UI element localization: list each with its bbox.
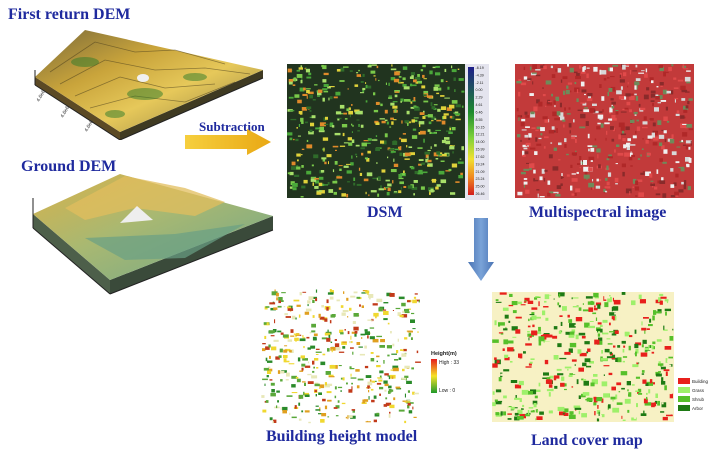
- land-cover-legend-swatch: [678, 387, 690, 393]
- dsm-colorbar-tick: 14.00: [476, 140, 485, 144]
- dsm-colorbar-tick: 4.61: [476, 103, 483, 107]
- land-cover-legend-label: Grass: [692, 388, 705, 393]
- dsm-colorbar-tick: 26.46: [476, 192, 485, 196]
- land-cover-legend-swatch: [678, 396, 690, 402]
- height-legend-title: Height(m): [431, 351, 457, 357]
- dsm-colorbar-tick: 15.99: [476, 148, 485, 152]
- land-cover-legend-label: Building: [692, 379, 709, 384]
- svg-text:4.6e6: 4.6e6: [36, 89, 48, 103]
- land-cover-map-image: Building Grass Shrub Arbor: [492, 292, 710, 424]
- land-cover-legend-label: Shrub: [692, 397, 705, 402]
- dsm-colorbar-tick: 2.29: [476, 96, 483, 100]
- multispectral-title: Multispectral image: [529, 204, 667, 221]
- dsm-colorbar-tick: 0.00: [476, 88, 483, 92]
- svg-text:4.6e6: 4.6e6: [60, 105, 72, 119]
- down-arrow: [468, 218, 494, 281]
- dsm-colorbar-tick: 6.46: [476, 111, 483, 115]
- building-height-model-title: Building height model: [266, 428, 418, 445]
- height-legend-ramp: [431, 359, 437, 393]
- building-height-model-image: Height(m) High : 33 Low : 0: [261, 289, 466, 424]
- svg-text:4.6e6: 4.6e6: [84, 119, 96, 133]
- first-return-dem-surface: 4.6e6 4.6e6 4.6e6: [34, 30, 264, 140]
- land-cover-legend-swatch: [678, 378, 690, 384]
- dsm-colorbar-tick: -2.11: [476, 81, 484, 85]
- dsm-colorbar-tick: 10.15: [476, 125, 485, 129]
- dsm-colorbar-tick: -4.39: [476, 73, 484, 77]
- dsm-colorbar-tick: 25.00: [476, 185, 485, 189]
- dsm-colorbar-tick: 21.09: [476, 170, 485, 174]
- dsm-colorbar-tick: -6.19: [476, 66, 484, 70]
- dsm-image: -6.19 -4.39 -2.11 0.00 2.29 4.61 6.46 8.55 10.15…: [287, 64, 489, 200]
- dsm-colorbar: [468, 67, 474, 195]
- dsm-title: DSM: [367, 204, 403, 221]
- land-cover-legend-swatch: [678, 405, 690, 411]
- dsm-colorbar-tick: 19.24: [476, 162, 485, 166]
- dsm-colorbar-tick: 17.62: [476, 155, 485, 159]
- dsm-colorbar-tick: 8.55: [476, 118, 483, 122]
- height-legend-high: High : 33: [439, 360, 459, 366]
- first-return-dem-title: First return DEM: [8, 6, 131, 23]
- ground-dem-title: Ground DEM: [21, 158, 117, 175]
- dsm-colorbar-tick: 12.21: [476, 133, 485, 137]
- land-cover-legend-label: Arbor: [692, 406, 704, 411]
- land-cover-map-title: Land cover map: [531, 432, 643, 449]
- multispectral-image: [515, 64, 694, 198]
- height-legend-low: Low : 0: [439, 388, 455, 394]
- dsm-colorbar-tick: 23.24: [476, 177, 485, 181]
- subtraction-arrow: [185, 129, 271, 155]
- ground-dem-surface: [32, 174, 274, 295]
